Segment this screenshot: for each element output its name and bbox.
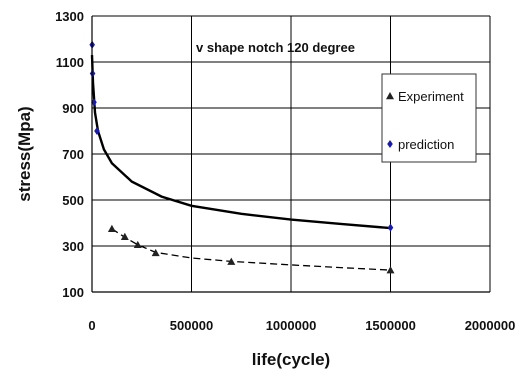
x-tick-label: 500000: [170, 318, 213, 333]
legend-label-prediction: prediction: [398, 137, 454, 152]
legend-box: [381, 73, 477, 163]
y-tick-label: 1100: [56, 55, 84, 70]
legend-marker-prediction: [387, 140, 393, 148]
grid: [92, 15, 491, 292]
experiment-point: [151, 248, 160, 257]
y-tick-label: 1300: [55, 9, 84, 24]
prediction-point: [94, 127, 100, 135]
experiment-point: [120, 232, 129, 240]
x-tick-label: 2000000: [465, 318, 516, 333]
y-axis-title: stress(Mpa): [15, 106, 34, 201]
experiment-point: [386, 266, 395, 274]
chart-annotation: v shape notch 120 degree: [196, 40, 355, 55]
experiment-point: [107, 224, 116, 232]
y-tick-label: 700: [62, 147, 84, 162]
legend-marker-experiment: [386, 92, 394, 100]
y-tick-label: 500: [62, 193, 84, 208]
experiment-point: [227, 257, 236, 265]
x-tick-label: 0: [88, 318, 95, 333]
legend-label-experiment: Experiment: [398, 89, 464, 104]
legend-items: Experiment prediction: [386, 89, 464, 152]
tick-labels: 100 300 500 700 900 1100 1300 0 500000 1000000 150…: [55, 9, 515, 333]
fit-line-solid: [90, 55, 391, 230]
x-tick-label: 1000000: [266, 318, 317, 333]
prediction-point: [387, 223, 394, 232]
legend: Experiment prediction: [381, 73, 477, 163]
y-tick-label: 900: [62, 101, 84, 116]
y-tick-label: 300: [62, 239, 84, 254]
experiment-point: [133, 240, 142, 249]
x-axis-title: life(cycle): [252, 350, 330, 369]
x-tick-label: 1500000: [365, 318, 416, 333]
axes: [91, 16, 490, 293]
fit-lines: [90, 55, 391, 271]
y-tick-label: 100: [62, 285, 84, 300]
